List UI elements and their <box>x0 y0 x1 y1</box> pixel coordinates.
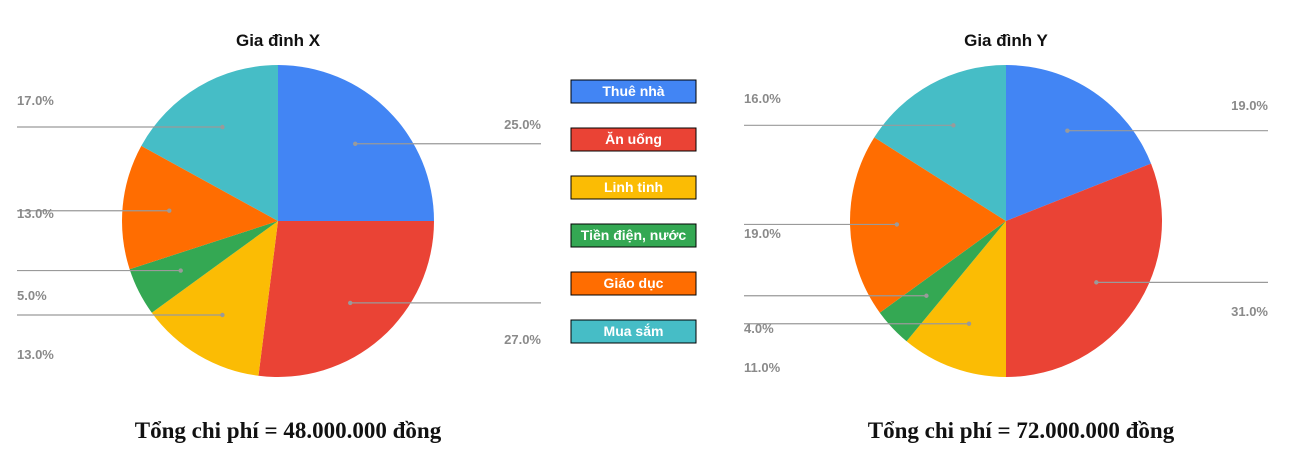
chart-x-slice-label-2: 13.0% <box>17 347 54 362</box>
chart-x-total: Tổng chi phí = 48.000.000 đồng <box>135 418 442 443</box>
chart-y-slice-2 <box>906 221 1006 377</box>
legend-label-0: Thuê nhà <box>602 83 664 99</box>
legend-label-1: Ăn uống <box>605 131 662 147</box>
chart-x-slice-2 <box>151 221 278 376</box>
chart-y-leader-dot-5 <box>951 123 956 128</box>
chart-x-slice-label-4: 13.0% <box>17 206 54 221</box>
legend-swatch-0 <box>570 79 697 104</box>
chart-x-leader-dot-4 <box>167 208 172 213</box>
chart-y-title: Gia đình Y <box>964 31 1048 50</box>
chart-y-leader-dot-4 <box>894 222 900 227</box>
chart-x-slice-1 <box>258 221 434 377</box>
pie-chart-family-y: Gia đình Y 19.0% 31.0% 11.0% 4.0% 19.0% 16.0%… <box>744 31 1268 443</box>
chart-x-leader-dot-5 <box>220 124 225 130</box>
chart-x-slice-label-5: 17.0% <box>17 93 54 108</box>
chart-y-total: Tổng chi phí = 72.000.000 đồng <box>868 418 1175 443</box>
chart-x-leader-dot-2 <box>220 312 225 318</box>
chart-y-leader-dot-2 <box>966 321 972 326</box>
legend-swatch-1 <box>570 127 697 152</box>
pie-chart-family-x: Gia đình X 25.0% 27.0% 13.0% 5.0% 13.0% 17.0%… <box>17 31 541 443</box>
chart-y-slice-label-3: 4.0% <box>744 321 774 336</box>
chart-x-slices <box>122 65 434 377</box>
chart-x-leader-dot-1 <box>348 300 353 306</box>
legend-swatch-2 <box>570 175 697 200</box>
chart-x-slice-label-3: 5.0% <box>17 288 47 303</box>
chart-y-leader-dot-1 <box>1094 280 1099 285</box>
chart-y-slice-label-0: 19.0% <box>1231 98 1268 113</box>
chart-y-slice-5 <box>874 65 1006 221</box>
chart-y-slice-4 <box>849 137 1006 313</box>
chart-x-slice-label-1: 27.0% <box>504 332 541 347</box>
chart-x-leader-dot-3 <box>178 268 183 273</box>
chart-y-slice-3 <box>879 221 1006 342</box>
chart-y-slice-0 <box>1006 65 1152 221</box>
chart-y-slice-1 <box>1006 163 1163 377</box>
chart-y-leader-dot-3 <box>924 293 929 298</box>
legend-label-5: Mua sắm <box>604 322 664 339</box>
legend-swatch-3 <box>570 223 697 248</box>
chart-y-labels: 19.0% 31.0% 11.0% 4.0% 19.0% 16.0% <box>744 91 1268 375</box>
legend-swatch-4 <box>570 271 697 296</box>
legend-label-3: Tiền điện, nước <box>581 227 687 243</box>
legend-label-4: Giáo dục <box>604 275 664 291</box>
chart-x-slice-label-0: 25.0% <box>504 117 541 132</box>
chart-x-slice-3 <box>129 221 278 313</box>
chart-y-slice-label-2: 11.0% <box>744 360 781 375</box>
chart-x-labels: 25.0% 27.0% 13.0% 5.0% 13.0% 17.0% <box>17 93 541 362</box>
legend: Thuê nhà Ăn uống Linh tinh Tiền điện, nước G… <box>570 79 697 344</box>
chart-y-slice-label-4: 19.0% <box>744 226 781 241</box>
chart-x-leader-dot-0 <box>353 141 358 146</box>
legend-swatch-5 <box>570 319 697 344</box>
chart-x-slice-5 <box>141 65 278 221</box>
chart-x-slice-4 <box>122 145 278 270</box>
chart-y-leader-dot-0 <box>1065 128 1070 133</box>
chart-y-slices <box>849 65 1163 377</box>
legend-label-2: Linh tinh <box>604 179 663 195</box>
chart-x-title: Gia đình X <box>236 31 321 50</box>
chart-y-slice-label-5: 16.0% <box>744 91 781 106</box>
chart-y-slice-label-1: 31.0% <box>1231 304 1268 319</box>
